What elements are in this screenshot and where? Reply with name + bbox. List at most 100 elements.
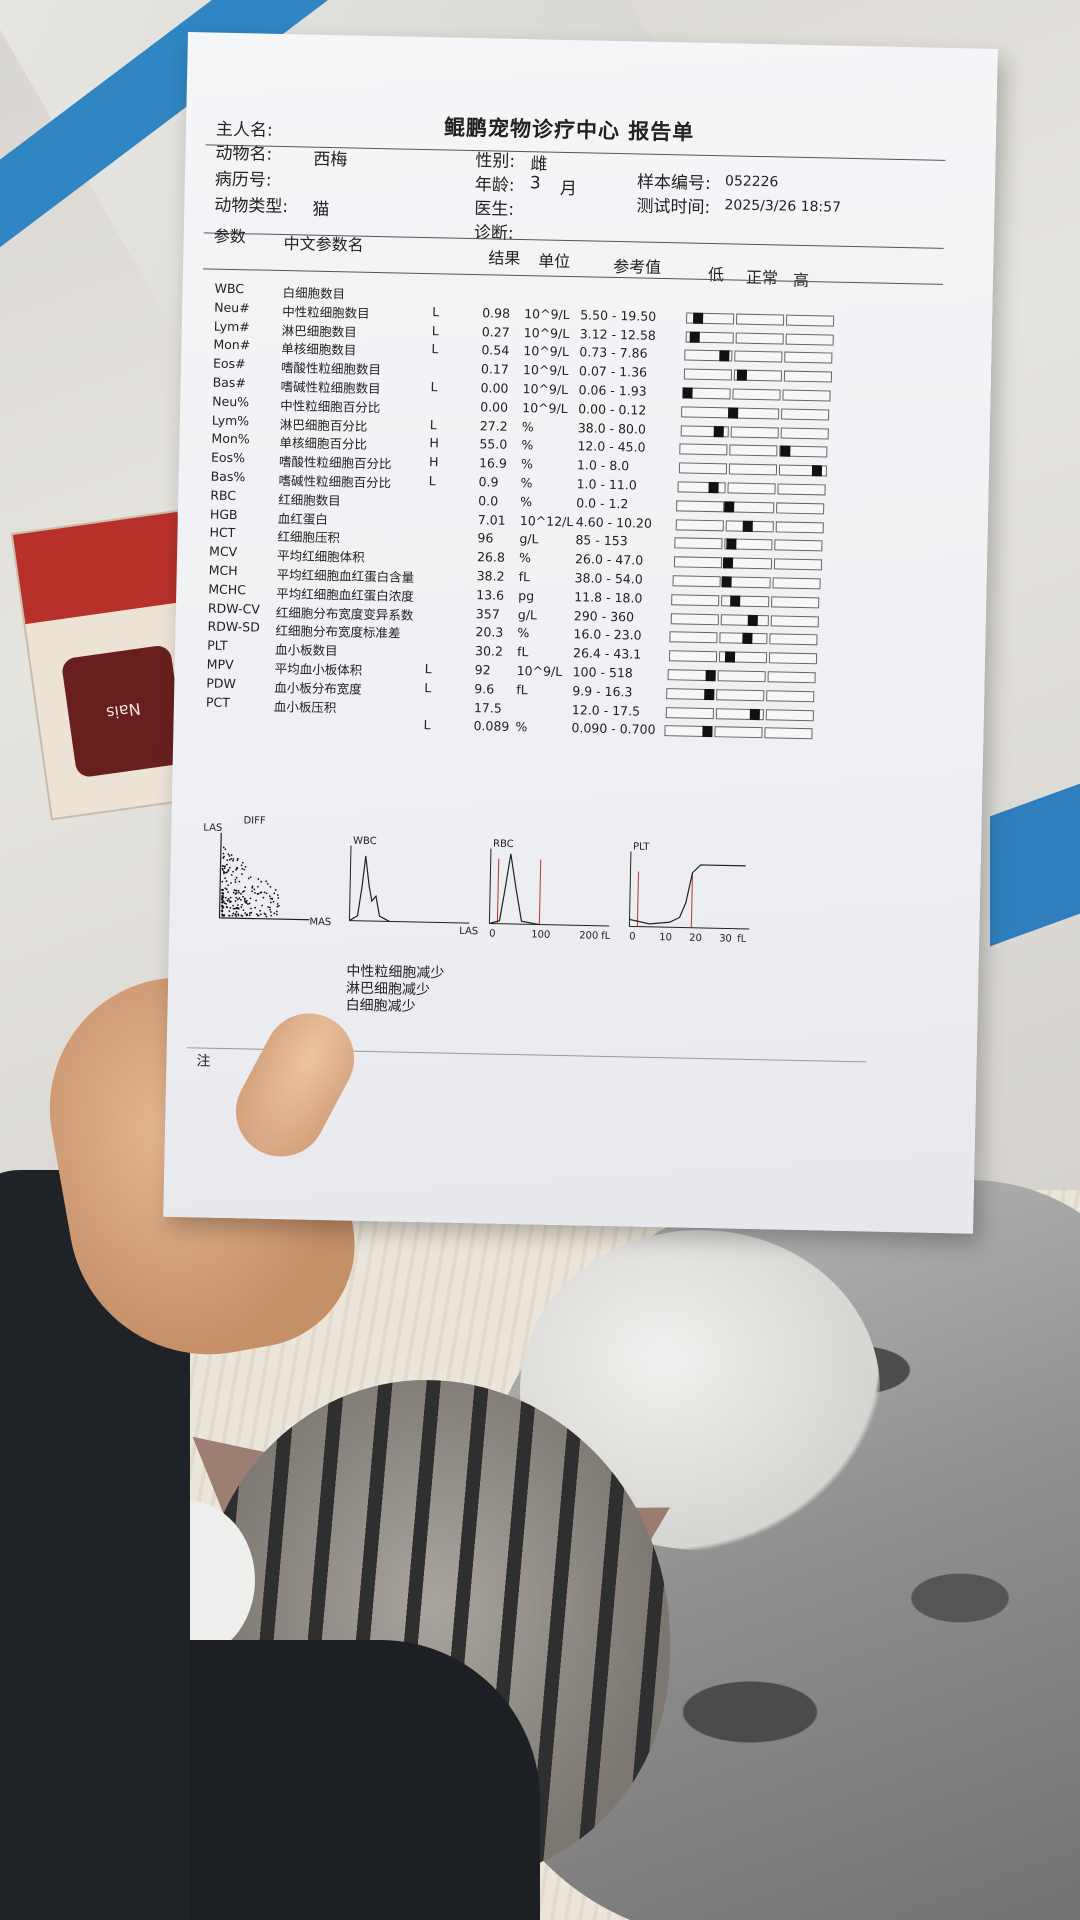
scatter-dot: [265, 880, 268, 883]
product-logo: Nais: [60, 644, 187, 779]
scatter-dot: [228, 910, 231, 913]
range-bar: [783, 370, 832, 383]
scatter-dot: [265, 915, 268, 918]
scatter-dot: [222, 915, 225, 917]
reference-range: 100 - 518: [572, 664, 634, 681]
scatter-dot: [244, 865, 247, 868]
scatter-dot: [221, 910, 224, 913]
reference-range: 12.0 - 45.0: [577, 438, 646, 456]
range-bar: [717, 670, 766, 683]
scatter-dot: [234, 881, 237, 883]
scatter-dot: [221, 867, 224, 870]
param-name: 中性粒细胞百分比: [280, 397, 381, 415]
result-flag: L: [428, 473, 436, 489]
scatter-dot: [232, 891, 235, 894]
scatter-dot: [235, 910, 238, 913]
result-flag: H: [429, 435, 440, 451]
reference-range: 26.0 - 47.0: [574, 551, 644, 568]
scatter-dot: [233, 889, 236, 891]
range-bar: [773, 558, 822, 571]
type-label: 动物类型:: [214, 195, 289, 218]
result-unit: 10^9/L: [523, 324, 570, 341]
result-unit: %: [520, 456, 534, 472]
scatter-dot: [230, 874, 233, 876]
param-name: 红细胞数目: [278, 491, 341, 509]
result-value: 0.089: [473, 718, 510, 735]
scatter-dot: [256, 893, 259, 895]
scatter-dot: [268, 895, 271, 898]
level-marker: [689, 331, 700, 343]
reference-range: 26.4 - 43.1: [572, 645, 642, 662]
range-bar: [772, 577, 821, 590]
scatter-dot: [224, 848, 227, 851]
scatter-dot: [232, 859, 234, 862]
scatter-dot: [240, 906, 243, 909]
scatter-dot: [222, 895, 224, 897]
result-unit: 10^9/L: [522, 399, 568, 416]
scatter-dot: [253, 888, 256, 891]
result-value: 0.9: [478, 474, 499, 490]
range-bar: [777, 483, 826, 496]
result-value: 0.0: [478, 492, 499, 509]
param-code: Lym%: [211, 412, 250, 428]
scatter-dot: [224, 865, 226, 868]
param-name: 嗜碱性粒细胞数目: [280, 379, 381, 397]
range-bar: [728, 463, 777, 476]
range-bar: [770, 614, 819, 627]
param-code: WBC: [214, 280, 245, 297]
scatter-dot: [225, 863, 228, 866]
histograms: LAS DIFF MAS WBC LAS RBC 0 100 200 fL PL…: [188, 32, 998, 945]
result-flag: H: [428, 454, 439, 470]
scatter-dot: [230, 857, 233, 860]
result-unit: 10^9/L: [516, 663, 563, 679]
scatter-dot: [235, 915, 238, 918]
scatter-dot: [236, 867, 239, 870]
range-bar: [784, 351, 833, 364]
plt-tick-30: 30: [719, 933, 732, 945]
report-title: 鲲鹏宠物诊疗中心 报告单: [443, 115, 695, 145]
range-bar: [731, 407, 780, 420]
diff-mas-label: MAS: [309, 916, 332, 929]
scatter-dot: [259, 909, 262, 912]
result-value: 0.17: [480, 361, 510, 377]
level-marker: [742, 633, 753, 645]
scatter-dot: [244, 886, 247, 889]
sample-value: 052226: [724, 173, 779, 191]
result-flag: L: [424, 661, 432, 677]
scatter-dot: [233, 907, 236, 910]
result-unit: 10^9/L: [522, 381, 569, 398]
level-marker: [727, 407, 738, 419]
level-marker: [749, 708, 760, 720]
scatter-dot: [269, 897, 272, 900]
wbc-x-label: LAS: [459, 925, 479, 938]
reference-range: 12.0 - 17.5: [571, 701, 641, 719]
result-value: 26.8: [476, 549, 506, 565]
level-marker: [714, 425, 725, 437]
scatter-dot: [226, 899, 229, 902]
scatter-dot: [234, 900, 237, 902]
param-name: 平均红细胞体积: [276, 548, 365, 565]
result-unit: %: [520, 475, 533, 491]
result-value: 357: [475, 605, 500, 622]
reference-range: 9.9 - 16.3: [572, 682, 633, 700]
scatter-dot: [269, 908, 272, 911]
param-code: RBC: [210, 487, 237, 503]
level-marker: [730, 595, 741, 607]
rbc-histogram: [488, 848, 610, 927]
rbc-tick-0: 0: [489, 928, 496, 940]
scatter-dot: [275, 910, 278, 913]
scatter-dot: [237, 889, 240, 892]
scatter-dot: [235, 906, 238, 909]
interpretation: 中性粒细胞减少 淋巴细胞减少 白细胞减少: [345, 964, 444, 1017]
scatter-dot: [224, 887, 227, 890]
scatter-dot: [277, 904, 280, 907]
range-bar: [714, 726, 763, 739]
param-name: 嗜酸性粒细胞数目: [280, 360, 382, 378]
scatter-dot: [222, 896, 225, 899]
range-bar: [729, 444, 778, 457]
param-code: MCH: [208, 562, 238, 579]
range-bar: [786, 314, 835, 327]
diagnosis-label: 诊断:: [473, 223, 514, 244]
scatter-dot: [250, 907, 252, 910]
scatter-dot: [238, 880, 241, 883]
